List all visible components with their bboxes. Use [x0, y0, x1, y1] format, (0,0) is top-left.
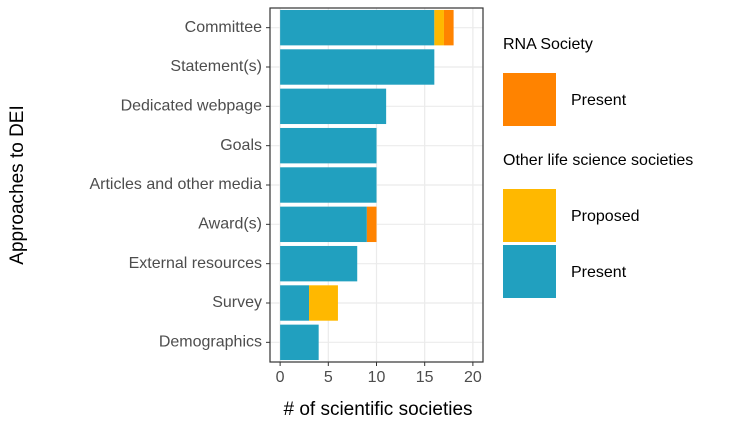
bar — [366, 206, 377, 243]
legend-key — [503, 245, 556, 298]
y-tick-label: External resources — [129, 255, 262, 272]
y-tick-label: Dedicated webpage — [121, 98, 263, 115]
legend-label: Present — [571, 264, 627, 281]
bar — [280, 285, 310, 321]
bar — [280, 49, 435, 85]
x-tick-label: 5 — [324, 369, 333, 386]
panel-border — [269, 7, 484, 363]
bar — [434, 9, 444, 46]
legend-title: Other life science societies — [503, 152, 693, 169]
x-axis-title: # of scientific societies — [283, 399, 472, 420]
bar — [280, 9, 435, 46]
legend-label: Present — [571, 92, 627, 109]
legend-title: RNA Society — [503, 36, 593, 53]
x-tick-label: 0 — [276, 369, 285, 386]
y-tick-label: Demographics — [159, 334, 262, 351]
y-tick-label: Statement(s) — [170, 58, 262, 75]
x-tick-label: 15 — [416, 369, 434, 386]
bar — [280, 88, 387, 125]
x-tick-label: 20 — [464, 369, 482, 386]
bar — [309, 285, 338, 321]
y-tick-label: Award(s) — [198, 216, 262, 233]
bar — [443, 9, 454, 46]
bar — [280, 167, 377, 203]
bar — [280, 127, 377, 164]
y-tick-label: Survey — [212, 294, 262, 311]
bar — [280, 206, 367, 243]
y-axis-title: Approaches to DEI — [7, 105, 28, 264]
legend-label: Proposed — [571, 208, 640, 225]
y-tick-label: Goals — [220, 137, 262, 154]
y-tick-label: Articles and other media — [89, 176, 262, 193]
bar — [280, 324, 319, 361]
legend-key — [503, 73, 556, 126]
x-tick-label: 10 — [368, 369, 386, 386]
y-tick-label: Committee — [185, 19, 262, 36]
bar — [280, 245, 358, 282]
legend-key — [503, 189, 556, 242]
